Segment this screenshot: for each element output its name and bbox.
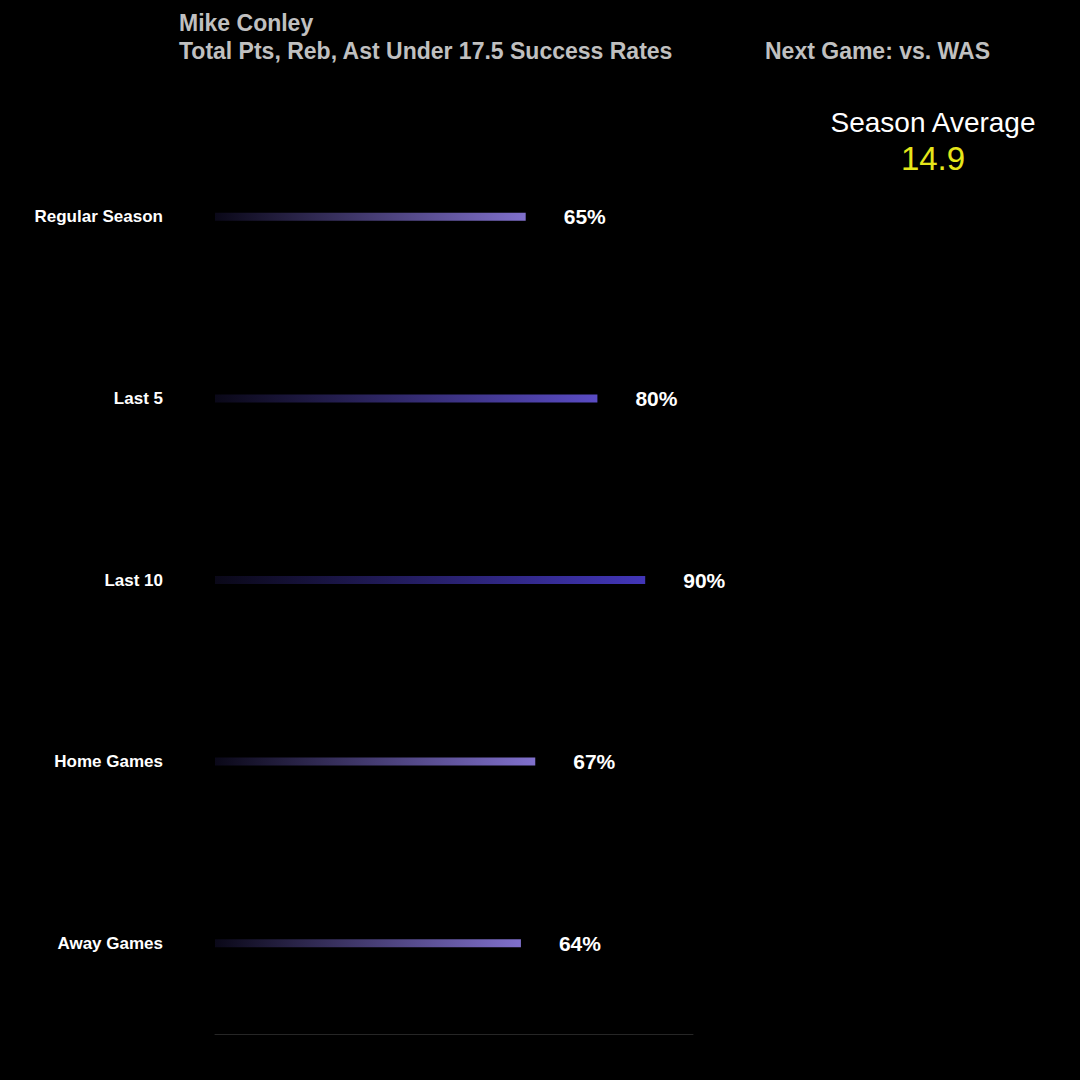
svg-text:Total Pts, Reb, Ast Under 17.5: Total Pts, Reb, Ast Under 17.5 Success R… [179, 38, 672, 64]
svg-text:65%: 65% [564, 205, 606, 228]
svg-text:90%: 90% [683, 569, 725, 592]
svg-text:Next Game: vs. WAS: Next Game: vs. WAS [765, 38, 990, 64]
svg-text:Home Games: Home Games [54, 752, 163, 771]
svg-text:Last 10: Last 10 [104, 571, 163, 590]
svg-text:Mike Conley: Mike Conley [179, 10, 313, 36]
svg-text:Regular Season: Regular Season [35, 207, 164, 226]
svg-text:14.9: 14.9 [901, 140, 965, 177]
svg-text:80%: 80% [635, 387, 677, 410]
svg-text:67%: 67% [573, 750, 615, 773]
svg-text:Season Average: Season Average [831, 107, 1036, 138]
svg-text:64%: 64% [559, 932, 601, 955]
svg-text:Away Games: Away Games [57, 934, 163, 953]
svg-text:Last 5: Last 5 [114, 389, 163, 408]
